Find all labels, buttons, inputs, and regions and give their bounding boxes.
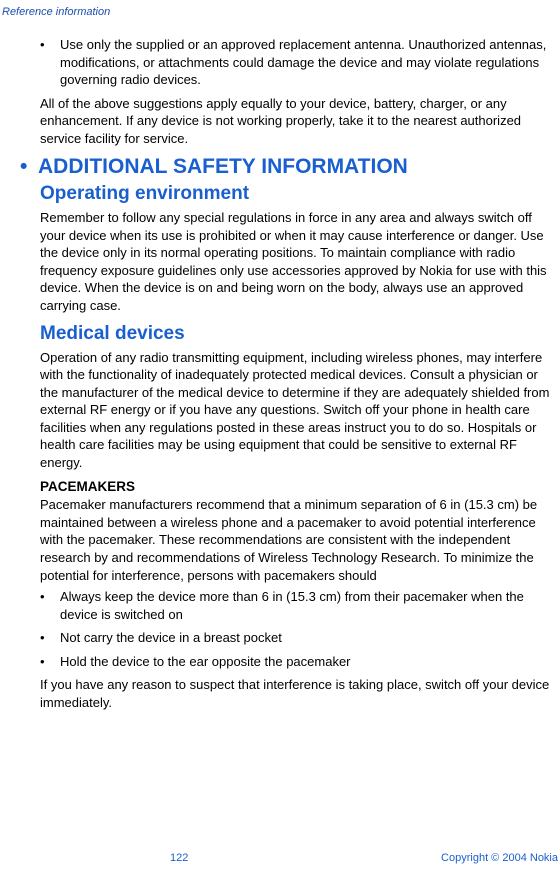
bullet-item: • Hold the device to the ear opposite th… <box>40 653 550 671</box>
page-header: Reference information <box>0 0 560 18</box>
page-content: • Use only the supplied or an approved r… <box>0 18 560 711</box>
copyright-text: Copyright © 2004 Nokia <box>441 852 558 864</box>
bullet-marker: • <box>40 588 60 623</box>
paragraph: Pacemaker manufacturers recommend that a… <box>40 496 550 584</box>
paragraph: Remember to follow any special regulatio… <box>40 209 550 314</box>
heading-level-2: Operating environment <box>40 183 550 205</box>
heading-level-2: Medical devices <box>40 323 550 345</box>
paragraph: Operation of any radio transmitting equi… <box>40 349 550 472</box>
bullet-item: • Not carry the device in a breast pocke… <box>40 629 550 647</box>
header-title: Reference information <box>2 6 110 18</box>
bullet-marker: • <box>40 36 60 89</box>
bullet-item: • Always keep the device more than 6 in … <box>40 588 550 623</box>
heading-level-1: •ADDITIONAL SAFETY INFORMATION <box>20 155 550 179</box>
bullet-marker: • <box>40 653 60 671</box>
page-footer: 122 Copyright © 2004 Nokia <box>0 852 560 864</box>
heading-level-3: PACEMAKERS <box>40 479 550 494</box>
paragraph: If you have any reason to suspect that i… <box>40 676 550 711</box>
h1-text: ADDITIONAL SAFETY INFORMATION <box>38 155 408 178</box>
bullet-text: Use only the supplied or an approved rep… <box>60 36 550 89</box>
bullet-text: Always keep the device more than 6 in (1… <box>60 588 550 623</box>
bullet-text: Hold the device to the ear opposite the … <box>60 653 351 671</box>
paragraph: All of the above suggestions apply equal… <box>40 95 550 148</box>
page-number: 122 <box>170 852 188 864</box>
h1-bullet: • <box>20 155 38 179</box>
bullet-text: Not carry the device in a breast pocket <box>60 629 282 647</box>
bullet-marker: • <box>40 629 60 647</box>
bullet-item: • Use only the supplied or an approved r… <box>40 36 550 89</box>
